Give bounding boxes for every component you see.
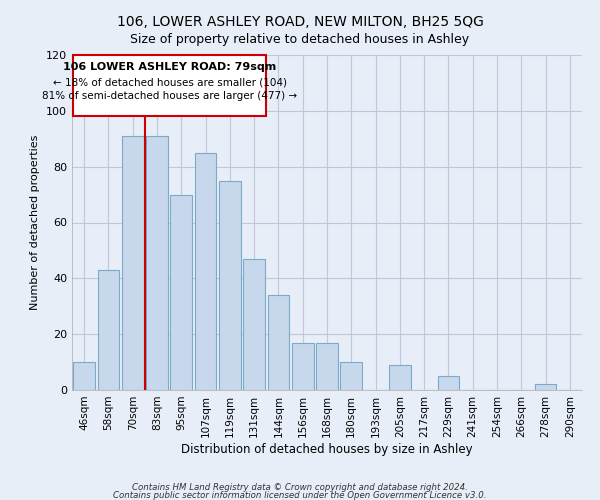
Bar bbox=[340, 362, 362, 390]
Text: 106, LOWER ASHLEY ROAD, NEW MILTON, BH25 5QG: 106, LOWER ASHLEY ROAD, NEW MILTON, BH25… bbox=[116, 15, 484, 29]
Text: 106 LOWER ASHLEY ROAD: 79sqm: 106 LOWER ASHLEY ROAD: 79sqm bbox=[63, 62, 277, 72]
Bar bbox=[194, 152, 217, 390]
Bar bbox=[292, 342, 314, 390]
FancyBboxPatch shape bbox=[73, 55, 266, 116]
Text: Contains HM Land Registry data © Crown copyright and database right 2024.: Contains HM Land Registry data © Crown c… bbox=[132, 484, 468, 492]
Bar bbox=[73, 362, 95, 390]
Y-axis label: Number of detached properties: Number of detached properties bbox=[31, 135, 40, 310]
Bar bbox=[316, 342, 338, 390]
Bar bbox=[170, 194, 192, 390]
Bar bbox=[97, 270, 119, 390]
X-axis label: Distribution of detached houses by size in Ashley: Distribution of detached houses by size … bbox=[181, 442, 473, 456]
Text: ← 18% of detached houses are smaller (104): ← 18% of detached houses are smaller (10… bbox=[53, 78, 287, 88]
Text: Size of property relative to detached houses in Ashley: Size of property relative to detached ho… bbox=[130, 32, 470, 46]
Bar bbox=[146, 136, 168, 390]
Text: 81% of semi-detached houses are larger (477) →: 81% of semi-detached houses are larger (… bbox=[42, 92, 298, 102]
Bar bbox=[243, 259, 265, 390]
Bar bbox=[437, 376, 460, 390]
Bar bbox=[389, 365, 411, 390]
Bar bbox=[122, 136, 143, 390]
Text: Contains public sector information licensed under the Open Government Licence v3: Contains public sector information licen… bbox=[113, 490, 487, 500]
Bar bbox=[535, 384, 556, 390]
Bar bbox=[219, 180, 241, 390]
Bar bbox=[268, 295, 289, 390]
